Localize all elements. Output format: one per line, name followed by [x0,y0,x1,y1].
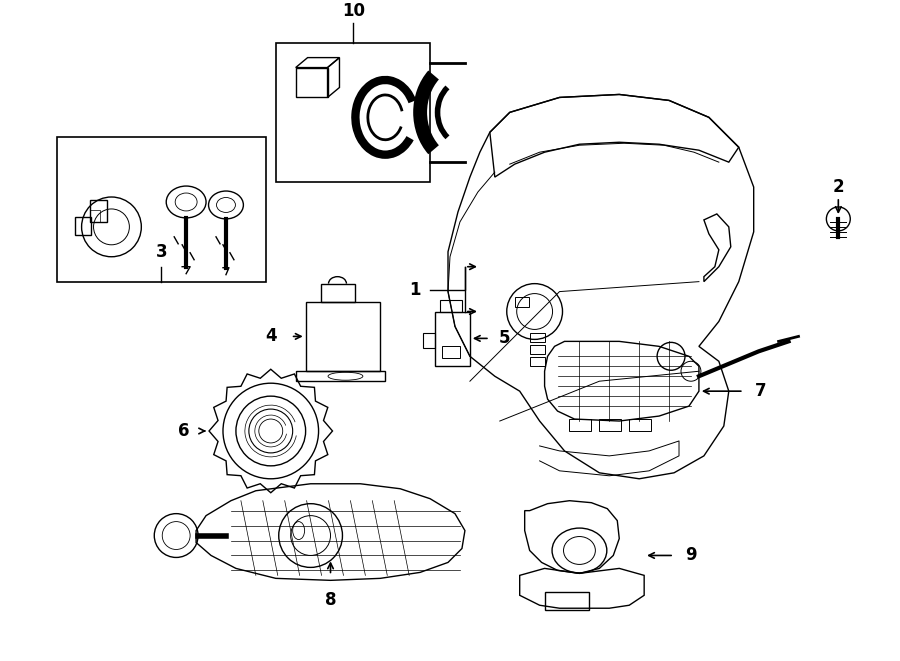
Bar [530,333,544,342]
Bar [90,200,107,222]
Bar [296,67,328,97]
Bar [423,333,435,348]
Text: 5: 5 [499,329,510,348]
Text: 10: 10 [342,2,364,20]
Bar [570,419,591,431]
Text: 1: 1 [410,281,421,299]
Bar [57,137,266,282]
Bar [320,284,356,301]
Text: 7: 7 [755,382,767,400]
Bar [530,358,544,366]
Bar [530,345,544,354]
Bar [629,419,651,431]
Bar [306,301,381,371]
Text: 6: 6 [178,422,190,440]
Text: 2: 2 [832,178,844,196]
Bar [515,297,528,307]
Text: 3: 3 [156,243,167,261]
Text: 4: 4 [265,327,276,346]
Bar [599,419,621,431]
Bar [275,43,430,182]
Bar [296,371,385,381]
Bar [440,299,462,311]
Bar [435,311,470,366]
Bar [544,592,590,610]
Bar [75,217,91,235]
Text: 9: 9 [685,547,697,564]
Text: 8: 8 [325,591,337,609]
Bar [90,210,100,222]
Bar [442,346,460,358]
